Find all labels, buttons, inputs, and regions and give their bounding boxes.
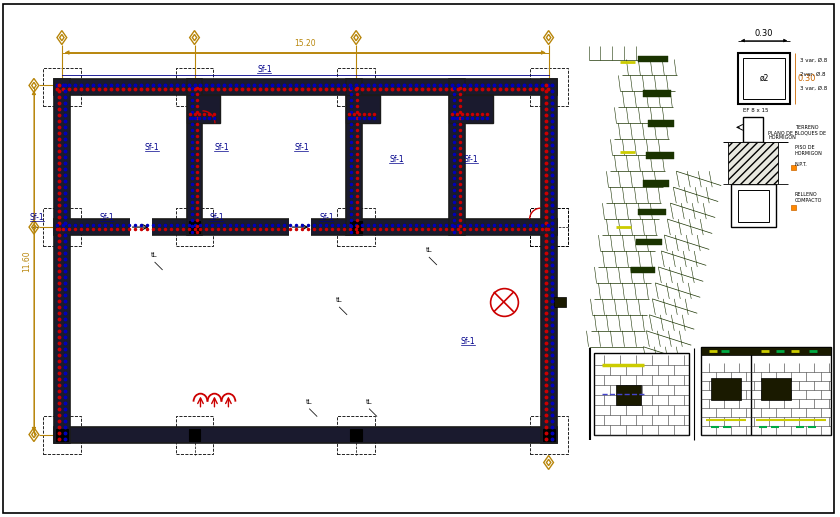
Bar	[188, 221, 201, 233]
Text: PISO DE
HORMIGON: PISO DE HORMIGON	[795, 145, 823, 156]
Text: 2var, Ø.8: 2var, Ø.8	[800, 72, 826, 77]
Bar	[543, 429, 554, 440]
Bar	[738, 190, 769, 222]
Bar	[43, 68, 81, 107]
Text: tL: tL	[306, 399, 312, 405]
Bar	[43, 416, 81, 453]
Bar	[617, 385, 642, 405]
Bar	[176, 68, 213, 107]
Bar	[554, 297, 565, 307]
Bar	[541, 80, 557, 443]
Bar	[176, 208, 213, 246]
Text: N.P.T.: N.P.T.	[795, 162, 808, 167]
Bar	[638, 55, 669, 63]
Bar	[530, 208, 568, 246]
Text: Sf-1: Sf-1	[214, 143, 229, 152]
Bar	[632, 267, 655, 273]
Text: 15.20: 15.20	[294, 39, 316, 48]
Text: 3 var, Ø.8: 3 var, Ø.8	[800, 58, 827, 63]
Bar	[638, 209, 666, 215]
Bar	[643, 90, 671, 97]
Bar	[791, 205, 796, 210]
Text: HORMIGON: HORMIGON	[768, 135, 796, 140]
Bar	[337, 68, 375, 107]
Text: Sf-1: Sf-1	[319, 212, 333, 222]
Bar	[738, 53, 790, 104]
Bar	[54, 80, 70, 443]
Text: 3 var, Ø.8: 3 var, Ø.8	[800, 86, 827, 91]
Text: Sf-1: Sf-1	[464, 155, 479, 164]
Bar	[186, 80, 202, 235]
Bar	[346, 80, 362, 235]
Text: RELLENO
COMPACTO: RELLENO COMPACTO	[795, 192, 822, 203]
Text: Sf-1: Sf-1	[257, 65, 271, 74]
Bar	[54, 219, 557, 235]
Bar	[337, 416, 375, 453]
Bar	[530, 416, 568, 453]
Text: 0.30: 0.30	[798, 74, 816, 83]
Text: Sf-1: Sf-1	[30, 212, 45, 222]
Bar	[350, 429, 362, 440]
Text: PLANO DE BLOQUES DE: PLANO DE BLOQUES DE	[768, 130, 827, 135]
Bar	[761, 378, 791, 400]
Bar	[55, 429, 68, 440]
Bar	[346, 96, 380, 124]
Text: TERRENO: TERRENO	[795, 125, 818, 130]
Bar	[637, 239, 662, 245]
Text: tL: tL	[365, 399, 372, 405]
Bar	[350, 221, 362, 233]
Text: tL: tL	[426, 247, 433, 253]
Bar	[643, 180, 669, 187]
Text: Sf-1: Sf-1	[209, 212, 224, 222]
Bar	[743, 57, 785, 99]
Text: 11.60: 11.60	[22, 250, 31, 272]
Text: tL: tL	[151, 252, 158, 258]
Text: Sf-1: Sf-1	[461, 337, 475, 346]
Bar	[449, 80, 465, 235]
Bar	[595, 353, 690, 435]
Text: EF 8 x 15: EF 8 x 15	[743, 109, 769, 113]
Text: ø2: ø2	[759, 74, 769, 83]
Bar	[791, 165, 796, 170]
Text: Sf-1: Sf-1	[144, 143, 160, 152]
Bar	[54, 427, 557, 443]
Text: 0.30: 0.30	[755, 28, 774, 38]
Bar	[337, 208, 375, 246]
Text: Sf-1: Sf-1	[100, 212, 114, 222]
Text: Sf-1: Sf-1	[294, 143, 309, 152]
Bar	[731, 184, 776, 227]
Bar	[188, 429, 201, 440]
Bar	[176, 416, 213, 453]
Bar	[743, 117, 763, 142]
Bar	[530, 208, 568, 246]
Bar	[289, 218, 311, 236]
Bar	[54, 80, 557, 96]
Bar	[646, 153, 675, 159]
Bar	[648, 120, 675, 127]
Bar	[701, 347, 831, 435]
Bar	[728, 142, 778, 184]
Bar	[530, 68, 568, 107]
Bar	[129, 218, 151, 236]
Text: Sf-1: Sf-1	[389, 155, 404, 164]
Bar	[701, 347, 831, 355]
Text: tL: tL	[336, 297, 343, 303]
Bar	[711, 378, 741, 400]
Bar	[43, 208, 81, 246]
Bar	[186, 96, 220, 124]
Bar	[449, 96, 493, 124]
